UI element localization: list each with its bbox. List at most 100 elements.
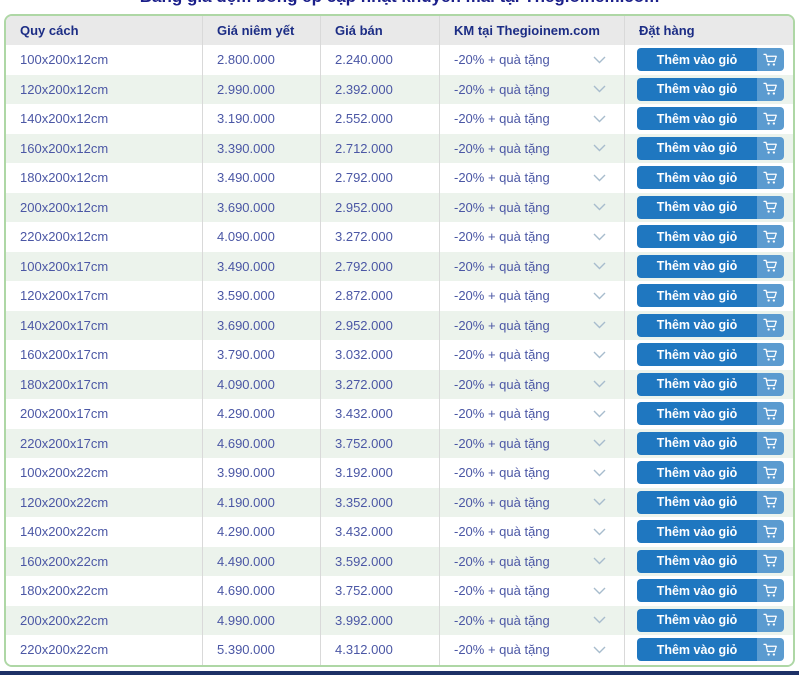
promo-dropdown[interactable]: -20% + quà tặng xyxy=(454,111,614,126)
promo-label: -20% + quà tặng xyxy=(454,642,550,658)
sale-price-cell: 3.352.000 xyxy=(320,487,439,517)
add-to-cart-button[interactable]: Thêm vào giỏ xyxy=(637,48,784,72)
promo-dropdown[interactable]: -20% + quà tặng xyxy=(454,141,614,156)
promo-label: -20% + quà tặng xyxy=(454,170,550,186)
promo-dropdown[interactable]: -20% + quà tặng xyxy=(454,52,614,67)
sale-price-cell: 3.272.000 xyxy=(320,369,439,399)
add-to-cart-button[interactable]: Thêm vào giỏ xyxy=(637,372,784,396)
table-row: 100x200x17cm 3.490.000 2.792.000 -20% + … xyxy=(6,251,793,281)
order-cell: Thêm vào giỏ xyxy=(624,104,793,134)
list-price-cell: 2.800.000 xyxy=(202,45,320,75)
cart-icon[interactable] xyxy=(757,225,784,249)
sale-price-cell: 2.552.000 xyxy=(320,104,439,134)
cart-icon[interactable] xyxy=(757,608,784,632)
cart-icon[interactable] xyxy=(757,107,784,131)
sale-price-cell: 2.872.000 xyxy=(320,281,439,311)
add-to-cart-label: Thêm vào giỏ xyxy=(637,579,757,603)
add-to-cart-button[interactable]: Thêm vào giỏ xyxy=(637,490,784,514)
add-to-cart-button[interactable]: Thêm vào giỏ xyxy=(637,225,784,249)
promo-label: -20% + quà tặng xyxy=(454,317,550,333)
cart-icon[interactable] xyxy=(757,195,784,219)
promo-dropdown[interactable]: -20% + quà tặng xyxy=(454,347,614,362)
size-cell: 100x200x12cm xyxy=(20,52,109,68)
promo-dropdown[interactable]: -20% + quà tặng xyxy=(454,583,614,598)
add-to-cart-button[interactable]: Thêm vào giỏ xyxy=(637,402,784,426)
promo-dropdown[interactable]: -20% + quà tặng xyxy=(454,259,614,274)
cart-icon[interactable] xyxy=(757,313,784,337)
add-to-cart-button[interactable]: Thêm vào giỏ xyxy=(637,431,784,455)
cart-icon[interactable] xyxy=(757,77,784,101)
add-to-cart-button[interactable]: Thêm vào giỏ xyxy=(637,313,784,337)
cart-icon[interactable] xyxy=(757,254,784,278)
sale-price-cell: 3.752.000 xyxy=(320,576,439,606)
cart-icon[interactable] xyxy=(757,461,784,485)
promo-dropdown[interactable]: -20% + quà tặng xyxy=(454,554,614,569)
promo-dropdown[interactable]: -20% + quà tặng xyxy=(454,288,614,303)
promo-dropdown[interactable]: -20% + quà tặng xyxy=(454,200,614,215)
promo-dropdown[interactable]: -20% + quà tặng xyxy=(454,170,614,185)
promo-dropdown[interactable]: -20% + quà tặng xyxy=(454,465,614,480)
add-to-cart-button[interactable]: Thêm vào giỏ xyxy=(637,284,784,308)
add-to-cart-button[interactable]: Thêm vào giỏ xyxy=(637,136,784,160)
size-cell: 160x200x17cm xyxy=(20,347,109,363)
cart-icon[interactable] xyxy=(757,343,784,367)
cart-icon[interactable] xyxy=(757,490,784,514)
add-to-cart-button[interactable]: Thêm vào giỏ xyxy=(637,520,784,544)
cart-icon[interactable] xyxy=(757,48,784,72)
promo-dropdown[interactable]: -20% + quà tặng xyxy=(454,524,614,539)
cart-icon[interactable] xyxy=(757,284,784,308)
promo-dropdown[interactable]: -20% + quà tặng xyxy=(454,82,614,97)
sale-price-cell: 3.992.000 xyxy=(320,605,439,635)
cart-icon[interactable] xyxy=(757,549,784,573)
add-to-cart-label: Thêm vào giỏ xyxy=(637,107,757,131)
promo-cell: -20% + quà tặng xyxy=(439,104,624,134)
promo-dropdown[interactable]: -20% + quà tặng xyxy=(454,229,614,244)
add-to-cart-button[interactable]: Thêm vào giỏ xyxy=(637,195,784,219)
cart-icon[interactable] xyxy=(757,402,784,426)
column-header-size: Quy cách xyxy=(20,23,79,38)
cart-icon[interactable] xyxy=(757,431,784,455)
promo-label: -20% + quà tặng xyxy=(454,140,550,156)
list-price-cell: 4.290.000 xyxy=(202,399,320,429)
promo-dropdown[interactable]: -20% + quà tặng xyxy=(454,613,614,628)
add-to-cart-button[interactable]: Thêm vào giỏ xyxy=(637,166,784,190)
promo-cell: -20% + quà tặng xyxy=(439,222,624,252)
add-to-cart-button[interactable]: Thêm vào giỏ xyxy=(637,254,784,278)
cart-icon[interactable] xyxy=(757,166,784,190)
table-row: 140x200x17cm 3.690.000 2.952.000 -20% + … xyxy=(6,310,793,340)
chevron-down-icon xyxy=(593,469,606,477)
add-to-cart-button[interactable]: Thêm vào giỏ xyxy=(637,107,784,131)
promo-label: -20% + quà tặng xyxy=(454,111,550,127)
add-to-cart-button[interactable]: Thêm vào giỏ xyxy=(637,579,784,603)
promo-dropdown[interactable]: -20% + quà tặng xyxy=(454,495,614,510)
chevron-down-icon xyxy=(593,557,606,565)
order-cell: Thêm vào giỏ xyxy=(624,399,793,429)
chevron-down-icon xyxy=(593,380,606,388)
promo-label: -20% + quà tặng xyxy=(454,81,550,97)
add-to-cart-button[interactable]: Thêm vào giỏ xyxy=(637,461,784,485)
promo-dropdown[interactable]: -20% + quà tặng xyxy=(454,436,614,451)
cart-icon[interactable] xyxy=(757,520,784,544)
table-body: 100x200x12cm 2.800.000 2.240.000 -20% + … xyxy=(6,45,793,665)
add-to-cart-button[interactable]: Thêm vào giỏ xyxy=(637,549,784,573)
chevron-down-icon xyxy=(593,321,606,329)
list-price-cell: 3.490.000 xyxy=(202,251,320,281)
promo-dropdown[interactable]: -20% + quà tặng xyxy=(454,318,614,333)
add-to-cart-button[interactable]: Thêm vào giỏ xyxy=(637,343,784,367)
cart-icon[interactable] xyxy=(757,372,784,396)
add-to-cart-label: Thêm vào giỏ xyxy=(637,225,757,249)
promo-dropdown[interactable]: -20% + quà tặng xyxy=(454,642,614,657)
add-to-cart-button[interactable]: Thêm vào giỏ xyxy=(637,77,784,101)
cart-icon[interactable] xyxy=(757,136,784,160)
order-cell: Thêm vào giỏ xyxy=(624,133,793,163)
size-cell: 140x200x17cm xyxy=(20,317,109,333)
promo-dropdown[interactable]: -20% + quà tặng xyxy=(454,377,614,392)
chevron-down-icon xyxy=(593,144,606,152)
add-to-cart-label: Thêm vào giỏ xyxy=(637,166,757,190)
add-to-cart-button[interactable]: Thêm vào giỏ xyxy=(637,638,784,662)
size-cell: 140x200x12cm xyxy=(20,111,109,127)
add-to-cart-button[interactable]: Thêm vào giỏ xyxy=(637,608,784,632)
promo-dropdown[interactable]: -20% + quà tặng xyxy=(454,406,614,421)
cart-icon[interactable] xyxy=(757,638,784,662)
cart-icon[interactable] xyxy=(757,579,784,603)
